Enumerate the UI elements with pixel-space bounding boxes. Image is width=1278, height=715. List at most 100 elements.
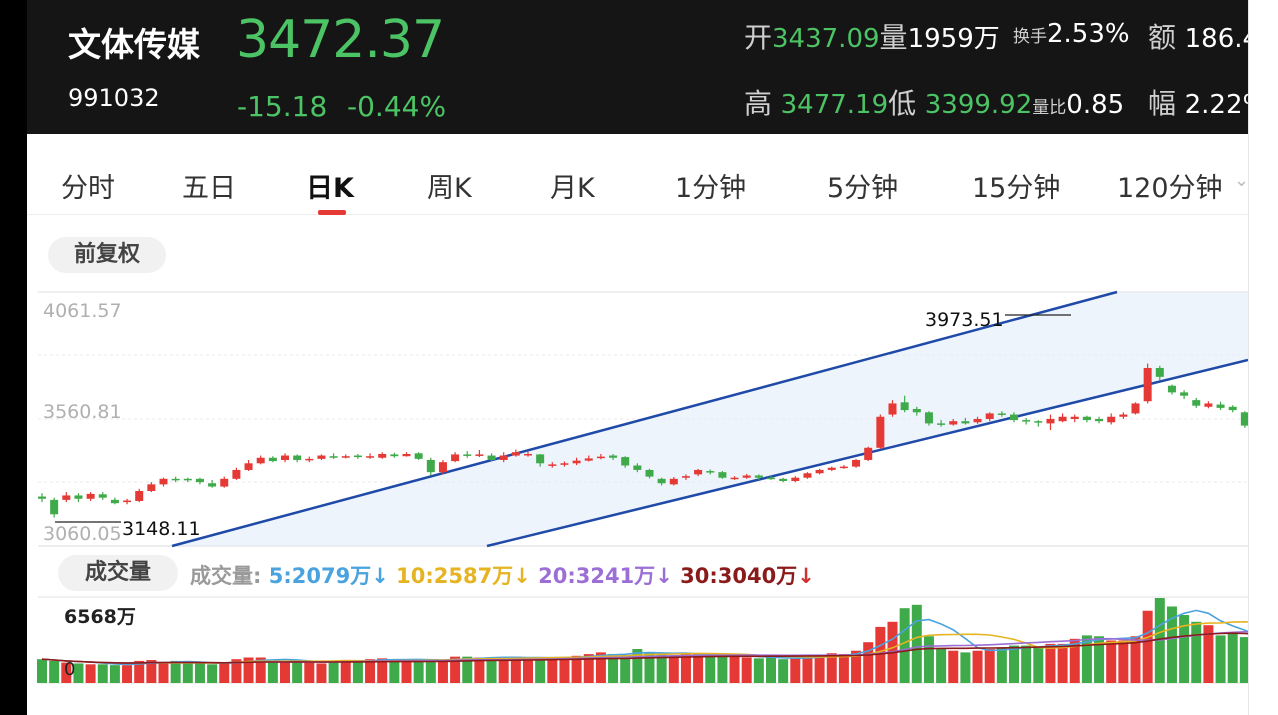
candle <box>1022 420 1031 422</box>
stock-code: 991032 <box>68 84 160 112</box>
volume-bar <box>608 654 619 683</box>
volume-bar <box>1227 632 1238 683</box>
candle <box>1046 418 1055 424</box>
candle <box>1010 414 1018 421</box>
tab-weekly-k[interactable]: 周K <box>427 173 472 204</box>
turnover-stat: 换手2.53% <box>1013 18 1130 49</box>
volume-bar <box>936 649 947 683</box>
volume-bar <box>1094 636 1105 683</box>
low-value: 3399.92 <box>924 90 1033 120</box>
candle <box>548 464 557 466</box>
volume-bar <box>280 660 290 683</box>
high-label: 高 <box>744 87 773 120</box>
volume-bar <box>778 659 789 683</box>
candle <box>997 413 1006 415</box>
candle <box>451 454 460 462</box>
volume-bar <box>948 650 959 683</box>
tab-120min[interactable]: 120分钟 <box>1117 173 1223 204</box>
last-price: 3472.37 <box>236 10 445 70</box>
candle <box>1228 406 1237 411</box>
candle <box>195 478 204 483</box>
candle <box>426 459 435 473</box>
volume-bar <box>219 663 230 683</box>
candle <box>305 458 314 461</box>
candle <box>123 500 132 503</box>
volume-bar <box>766 657 776 683</box>
candle <box>973 418 982 423</box>
tab-monthly-k[interactable]: 月K <box>550 173 595 204</box>
tab-15min[interactable]: 15分钟 <box>972 173 1061 204</box>
candle <box>1034 421 1043 423</box>
candle <box>669 478 678 485</box>
volume-bar <box>267 661 278 683</box>
volume-bar <box>972 650 983 683</box>
volume-bar <box>753 658 764 683</box>
candle <box>572 460 581 464</box>
candle <box>378 453 387 458</box>
tab-daily-k[interactable]: 日K <box>306 173 354 204</box>
volume-bar <box>401 659 412 683</box>
candle <box>742 475 751 478</box>
volume-bar <box>340 660 351 683</box>
candle <box>718 472 727 478</box>
candle <box>1058 416 1067 422</box>
volume-bar <box>255 657 266 683</box>
candle <box>1204 403 1213 407</box>
candle <box>98 494 107 498</box>
volume-legend-label: 成交量: <box>190 564 262 588</box>
volume-bar <box>863 642 874 683</box>
candle <box>402 453 411 457</box>
volume-bar <box>729 656 740 683</box>
tab-5min[interactable]: 5分钟 <box>827 173 899 204</box>
candle <box>1192 400 1201 406</box>
volume-bar <box>170 660 181 683</box>
volume-bar <box>207 664 218 683</box>
open-label: 开 <box>744 21 773 54</box>
volume-button[interactable]: 成交量 <box>58 555 178 591</box>
volume-bar <box>1033 647 1044 683</box>
candle <box>183 478 192 481</box>
volume-bar <box>1166 606 1177 683</box>
candle <box>438 462 447 473</box>
candle <box>864 447 873 460</box>
ma10-arrow-icon: ↓ <box>513 564 531 588</box>
candle <box>329 456 338 458</box>
volume-bar <box>535 657 546 683</box>
volume-bar <box>1045 643 1056 683</box>
tab-intraday[interactable]: 分时 <box>61 173 115 204</box>
amount-label: 额 <box>1148 21 1177 54</box>
tab-five-day[interactable]: 五日 <box>182 173 236 204</box>
volume-bar <box>231 659 242 683</box>
candle <box>791 477 800 482</box>
candle <box>38 496 46 499</box>
candle <box>244 463 253 470</box>
candle <box>852 459 861 467</box>
candle <box>621 457 630 466</box>
volume-bar <box>911 604 922 683</box>
candle <box>499 455 508 460</box>
volume-bar <box>486 657 497 683</box>
open-value: 3437.09 <box>772 24 880 54</box>
volume-bar <box>656 654 667 683</box>
candle <box>1131 403 1140 414</box>
volume-bar <box>790 658 801 683</box>
tab-1min[interactable]: 1分钟 <box>675 173 747 204</box>
volume-legend: 成交量: 5:2079万↓ 10:2587万↓ 20:3241万↓ 30:304… <box>190 560 815 590</box>
volume-bar <box>571 655 582 683</box>
volume-ma30-line <box>41 632 1248 664</box>
candle <box>487 455 496 460</box>
candle <box>86 493 95 499</box>
adjust-button[interactable]: 前复权 <box>48 237 166 273</box>
volume-bar <box>158 662 169 683</box>
high-low-stat: 高 3477.19低 3399.92量比0.85 <box>744 82 1124 122</box>
ma20-value: 20:3241万 <box>538 564 656 588</box>
volume-bar <box>1118 640 1129 683</box>
volume-bar <box>680 654 691 683</box>
volume-bar <box>632 649 643 683</box>
volume-bar <box>134 660 145 683</box>
candle <box>949 421 958 425</box>
volume-bar <box>352 660 363 683</box>
low-annotation: 3148.11 <box>122 518 201 540</box>
stock-header: 文体传媒 991032 3472.37 -15.18 -0.44% 开3437.… <box>27 0 1248 134</box>
chevron-down-icon[interactable]: ⌄ <box>1234 170 1250 191</box>
